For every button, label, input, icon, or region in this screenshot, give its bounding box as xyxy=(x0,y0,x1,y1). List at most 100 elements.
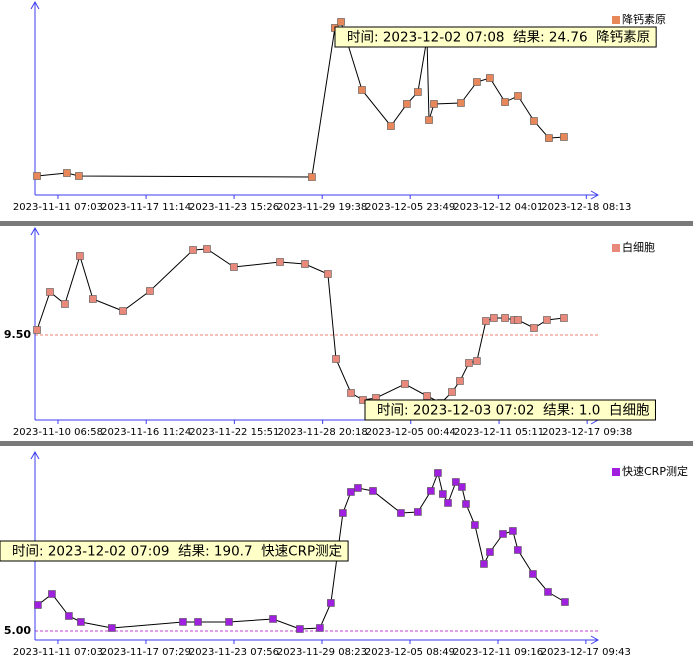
x-tick-label: 2023-12-05 23:49 xyxy=(365,202,455,213)
data-point xyxy=(448,388,456,396)
data-point xyxy=(354,484,362,492)
data-point xyxy=(501,314,509,322)
data-point xyxy=(425,116,433,124)
data-point xyxy=(324,270,332,278)
data-point xyxy=(529,570,537,578)
x-tick-label: 2023-11-11 07:03 xyxy=(13,202,103,213)
data-point xyxy=(473,78,481,86)
data-point xyxy=(146,287,154,295)
y-tick-label: 9.50 xyxy=(4,328,31,341)
data-point xyxy=(332,355,340,363)
data-point xyxy=(316,624,324,632)
data-point xyxy=(75,172,83,180)
data-point xyxy=(89,295,97,303)
data-point xyxy=(108,624,116,632)
data-point xyxy=(499,530,507,538)
data-point xyxy=(501,98,509,106)
data-point xyxy=(439,490,447,498)
data-point xyxy=(430,100,438,108)
x-tick-label: 2023-12-11 05:11 xyxy=(454,427,544,438)
data-point xyxy=(203,245,211,253)
data-point xyxy=(514,316,522,324)
legend-label: 白细胞 xyxy=(622,240,655,254)
divider xyxy=(0,221,693,226)
x-tick-label: 2023-12-18 08:13 xyxy=(541,202,631,213)
data-point xyxy=(230,263,238,271)
x-tick-label: 2023-11-17 11:14 xyxy=(101,202,191,213)
data-point xyxy=(514,92,522,100)
data-point xyxy=(61,300,69,308)
data-point xyxy=(545,134,553,142)
x-tick-label: 2023-11-29 08:23 xyxy=(277,647,367,658)
data-point xyxy=(561,598,569,606)
data-point xyxy=(48,590,56,598)
data-point xyxy=(296,625,304,633)
data-point xyxy=(514,546,522,554)
data-point xyxy=(560,314,568,322)
data-point xyxy=(77,618,85,626)
tooltip: 时间: 2023-12-03 07:02 结果: 1.0 白细胞 xyxy=(364,399,656,421)
tooltip-text: 时间: 2023-12-02 07:09 结果: 190.7 快速CRP测定 xyxy=(12,544,342,560)
series-line xyxy=(37,471,566,630)
data-point xyxy=(401,380,409,388)
data-point xyxy=(179,618,187,626)
data-point xyxy=(473,357,481,365)
x-tick-label: 2023-12-12 04:01 xyxy=(453,202,543,213)
y-tick-label: 5.00 xyxy=(4,624,31,637)
data-point xyxy=(486,548,494,556)
data-point xyxy=(456,377,464,385)
x-tick-label: 2023-11-10 06:58 xyxy=(13,427,103,438)
divider xyxy=(0,441,693,446)
data-point xyxy=(337,18,345,26)
tooltip: 时间: 2023-12-02 07:09 结果: 190.7 快速CRP测定 xyxy=(0,540,349,562)
data-point xyxy=(225,618,233,626)
data-point xyxy=(482,317,490,325)
data-point xyxy=(358,86,366,94)
tooltip-box xyxy=(0,540,349,562)
data-point xyxy=(444,499,452,507)
data-point xyxy=(462,500,470,508)
legend-swatch xyxy=(612,244,620,252)
x-tick-label: 2023-11-16 11:24 xyxy=(101,427,191,438)
data-point xyxy=(471,521,479,529)
data-point xyxy=(194,618,202,626)
data-point xyxy=(33,326,41,334)
data-point xyxy=(414,88,422,96)
x-tick-label: 2023-12-17 09:43 xyxy=(541,647,631,658)
x-tick-label: 2023-12-11 09:16 xyxy=(453,647,543,658)
data-point xyxy=(544,588,552,596)
x-tick-label: 2023-12-05 00:44 xyxy=(366,427,456,438)
tooltip-box xyxy=(334,26,657,48)
data-point xyxy=(65,612,73,620)
data-point xyxy=(403,100,411,108)
data-point xyxy=(33,172,41,180)
data-point xyxy=(46,288,54,296)
legend-label: 快速CRP测定 xyxy=(622,464,688,478)
tooltip-box xyxy=(364,399,656,421)
data-point xyxy=(452,478,460,486)
x-tick-label: 2023-11-28 20:18 xyxy=(278,427,368,438)
data-point xyxy=(543,316,551,324)
data-point xyxy=(457,99,465,107)
y-axis-arrow xyxy=(30,450,40,460)
x-tick-label: 2023-11-23 07:56 xyxy=(189,647,279,658)
x-tick-label: 2023-11-11 07:03 xyxy=(13,647,103,658)
legend-label: 降钙素原 xyxy=(622,12,666,26)
data-point xyxy=(509,527,517,535)
y-axis-arrow xyxy=(30,226,40,236)
tooltip: 时间: 2023-12-02 07:08 结果: 24.76 降钙素原 xyxy=(334,26,657,48)
data-point xyxy=(189,246,197,254)
x-tick-label: 2023-12-17 09:38 xyxy=(542,427,632,438)
data-point xyxy=(369,487,377,495)
data-point xyxy=(560,133,568,141)
data-point xyxy=(427,487,435,495)
data-point xyxy=(269,615,277,623)
data-point xyxy=(308,173,316,181)
data-point xyxy=(397,509,405,517)
legend-swatch xyxy=(612,16,620,24)
data-point xyxy=(530,117,538,125)
data-point xyxy=(480,560,488,568)
data-point xyxy=(76,252,84,260)
